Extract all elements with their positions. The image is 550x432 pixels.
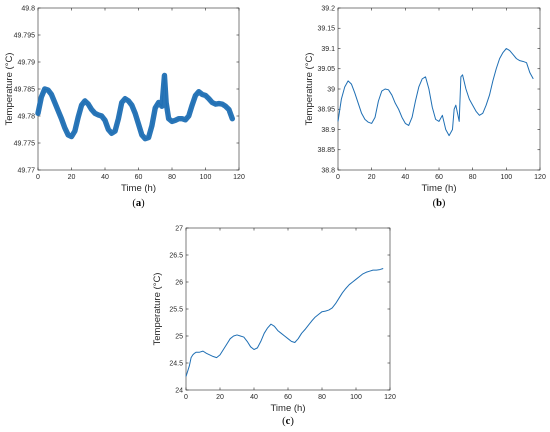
series-line-band <box>35 72 235 142</box>
chart-panel-a: 0 20 40 60 80 100 120 49.77 49.775 49.78 49.785 49.… <box>4 5 245 209</box>
caption-open: ( <box>132 198 136 209</box>
y-axis-label: Temperature (°C) <box>304 53 315 126</box>
caption-close: ) <box>290 416 294 427</box>
caption-open: ( <box>282 416 286 427</box>
y-tick-label: 38.95 <box>317 107 335 114</box>
y-tick-label: 26 <box>175 279 183 286</box>
chart-panel-c: 0 20 40 60 80 100 120 24 24.5 25 25.5 26 26.5 27 Time … <box>152 225 396 427</box>
x-tick-label: 100 <box>200 174 212 181</box>
y-tick-label: 26.5 <box>169 252 183 259</box>
x-tick-label: 60 <box>435 174 443 181</box>
x-tick-label: 80 <box>168 174 176 181</box>
y-tick-label: 49.775 <box>14 140 36 147</box>
caption-letter: c <box>286 416 291 427</box>
y-tick-label: 49.78 <box>17 113 35 120</box>
x-tick-label: 40 <box>250 394 258 401</box>
x-tick-label: 40 <box>101 174 109 181</box>
y-tick-label: 38.9 <box>321 127 335 134</box>
y-tick-label: 24 <box>175 387 183 394</box>
x-tick-label: 0 <box>36 174 40 181</box>
x-tick-label: 20 <box>368 174 376 181</box>
y-tick-label: 39 <box>327 86 335 93</box>
panel-caption: (b) <box>433 198 446 209</box>
x-tick-label: 20 <box>216 394 224 401</box>
chart-panel-b: 0 20 40 60 80 100 120 38.8 38.85 38.9 38.95 39 39.05… <box>304 5 546 209</box>
y-tick-label: 25 <box>175 333 183 340</box>
caption-letter: a <box>136 198 142 209</box>
x-tick-label: 120 <box>233 174 245 181</box>
y-tick-label: 39.2 <box>321 5 335 12</box>
y-tick-label: 24.5 <box>169 360 183 367</box>
y-tick-label: 39.15 <box>317 26 335 33</box>
series-line <box>37 75 233 140</box>
caption-close: ) <box>442 198 446 209</box>
caption-close: ) <box>141 198 145 209</box>
x-tick-label: 80 <box>318 394 326 401</box>
x-tick-label: 40 <box>401 174 409 181</box>
y-axis-label: Temperature (°C) <box>4 53 15 126</box>
y-tick-label: 49.785 <box>14 86 36 93</box>
y-tick-label: 49.795 <box>14 32 36 39</box>
caption-letter: b <box>436 198 442 209</box>
caption-open: ( <box>433 198 437 209</box>
x-tick-label: 120 <box>384 394 396 401</box>
x-axis-label: Time (h) <box>121 183 156 194</box>
y-axis-label: Temperature (°C) <box>152 273 163 346</box>
y-tick-label: 39.1 <box>321 46 335 53</box>
x-tick-label: 0 <box>184 394 188 401</box>
plot-frame <box>337 7 541 171</box>
x-tick-label: 0 <box>336 174 340 181</box>
x-axis-label: Time (h) <box>270 403 305 414</box>
x-tick-label: 20 <box>68 174 76 181</box>
x-tick-label: 80 <box>469 174 477 181</box>
x-tick-label: 100 <box>500 174 512 181</box>
x-tick-label: 60 <box>135 174 143 181</box>
panel-caption: (c) <box>282 416 294 427</box>
y-tick-label: 25.5 <box>169 306 183 313</box>
x-tick-label: 60 <box>284 394 292 401</box>
y-tick-label: 49.77 <box>17 167 35 174</box>
y-tick-label: 38.8 <box>321 167 335 174</box>
plot-frame <box>185 227 391 391</box>
x-tick-label: 100 <box>350 394 362 401</box>
series-line <box>337 48 534 137</box>
plot-frame <box>37 7 240 171</box>
y-tick-label: 38.85 <box>317 147 335 154</box>
x-tick-label: 120 <box>534 174 546 181</box>
x-axis-label: Time (h) <box>421 183 456 194</box>
y-tick-label: 27 <box>175 225 183 232</box>
series-line <box>185 268 384 377</box>
panel-caption: (a) <box>132 198 145 209</box>
y-tick-label: 39.05 <box>317 66 335 73</box>
y-tick-label: 49.8 <box>21 5 35 12</box>
y-tick-label: 49.79 <box>17 59 35 66</box>
